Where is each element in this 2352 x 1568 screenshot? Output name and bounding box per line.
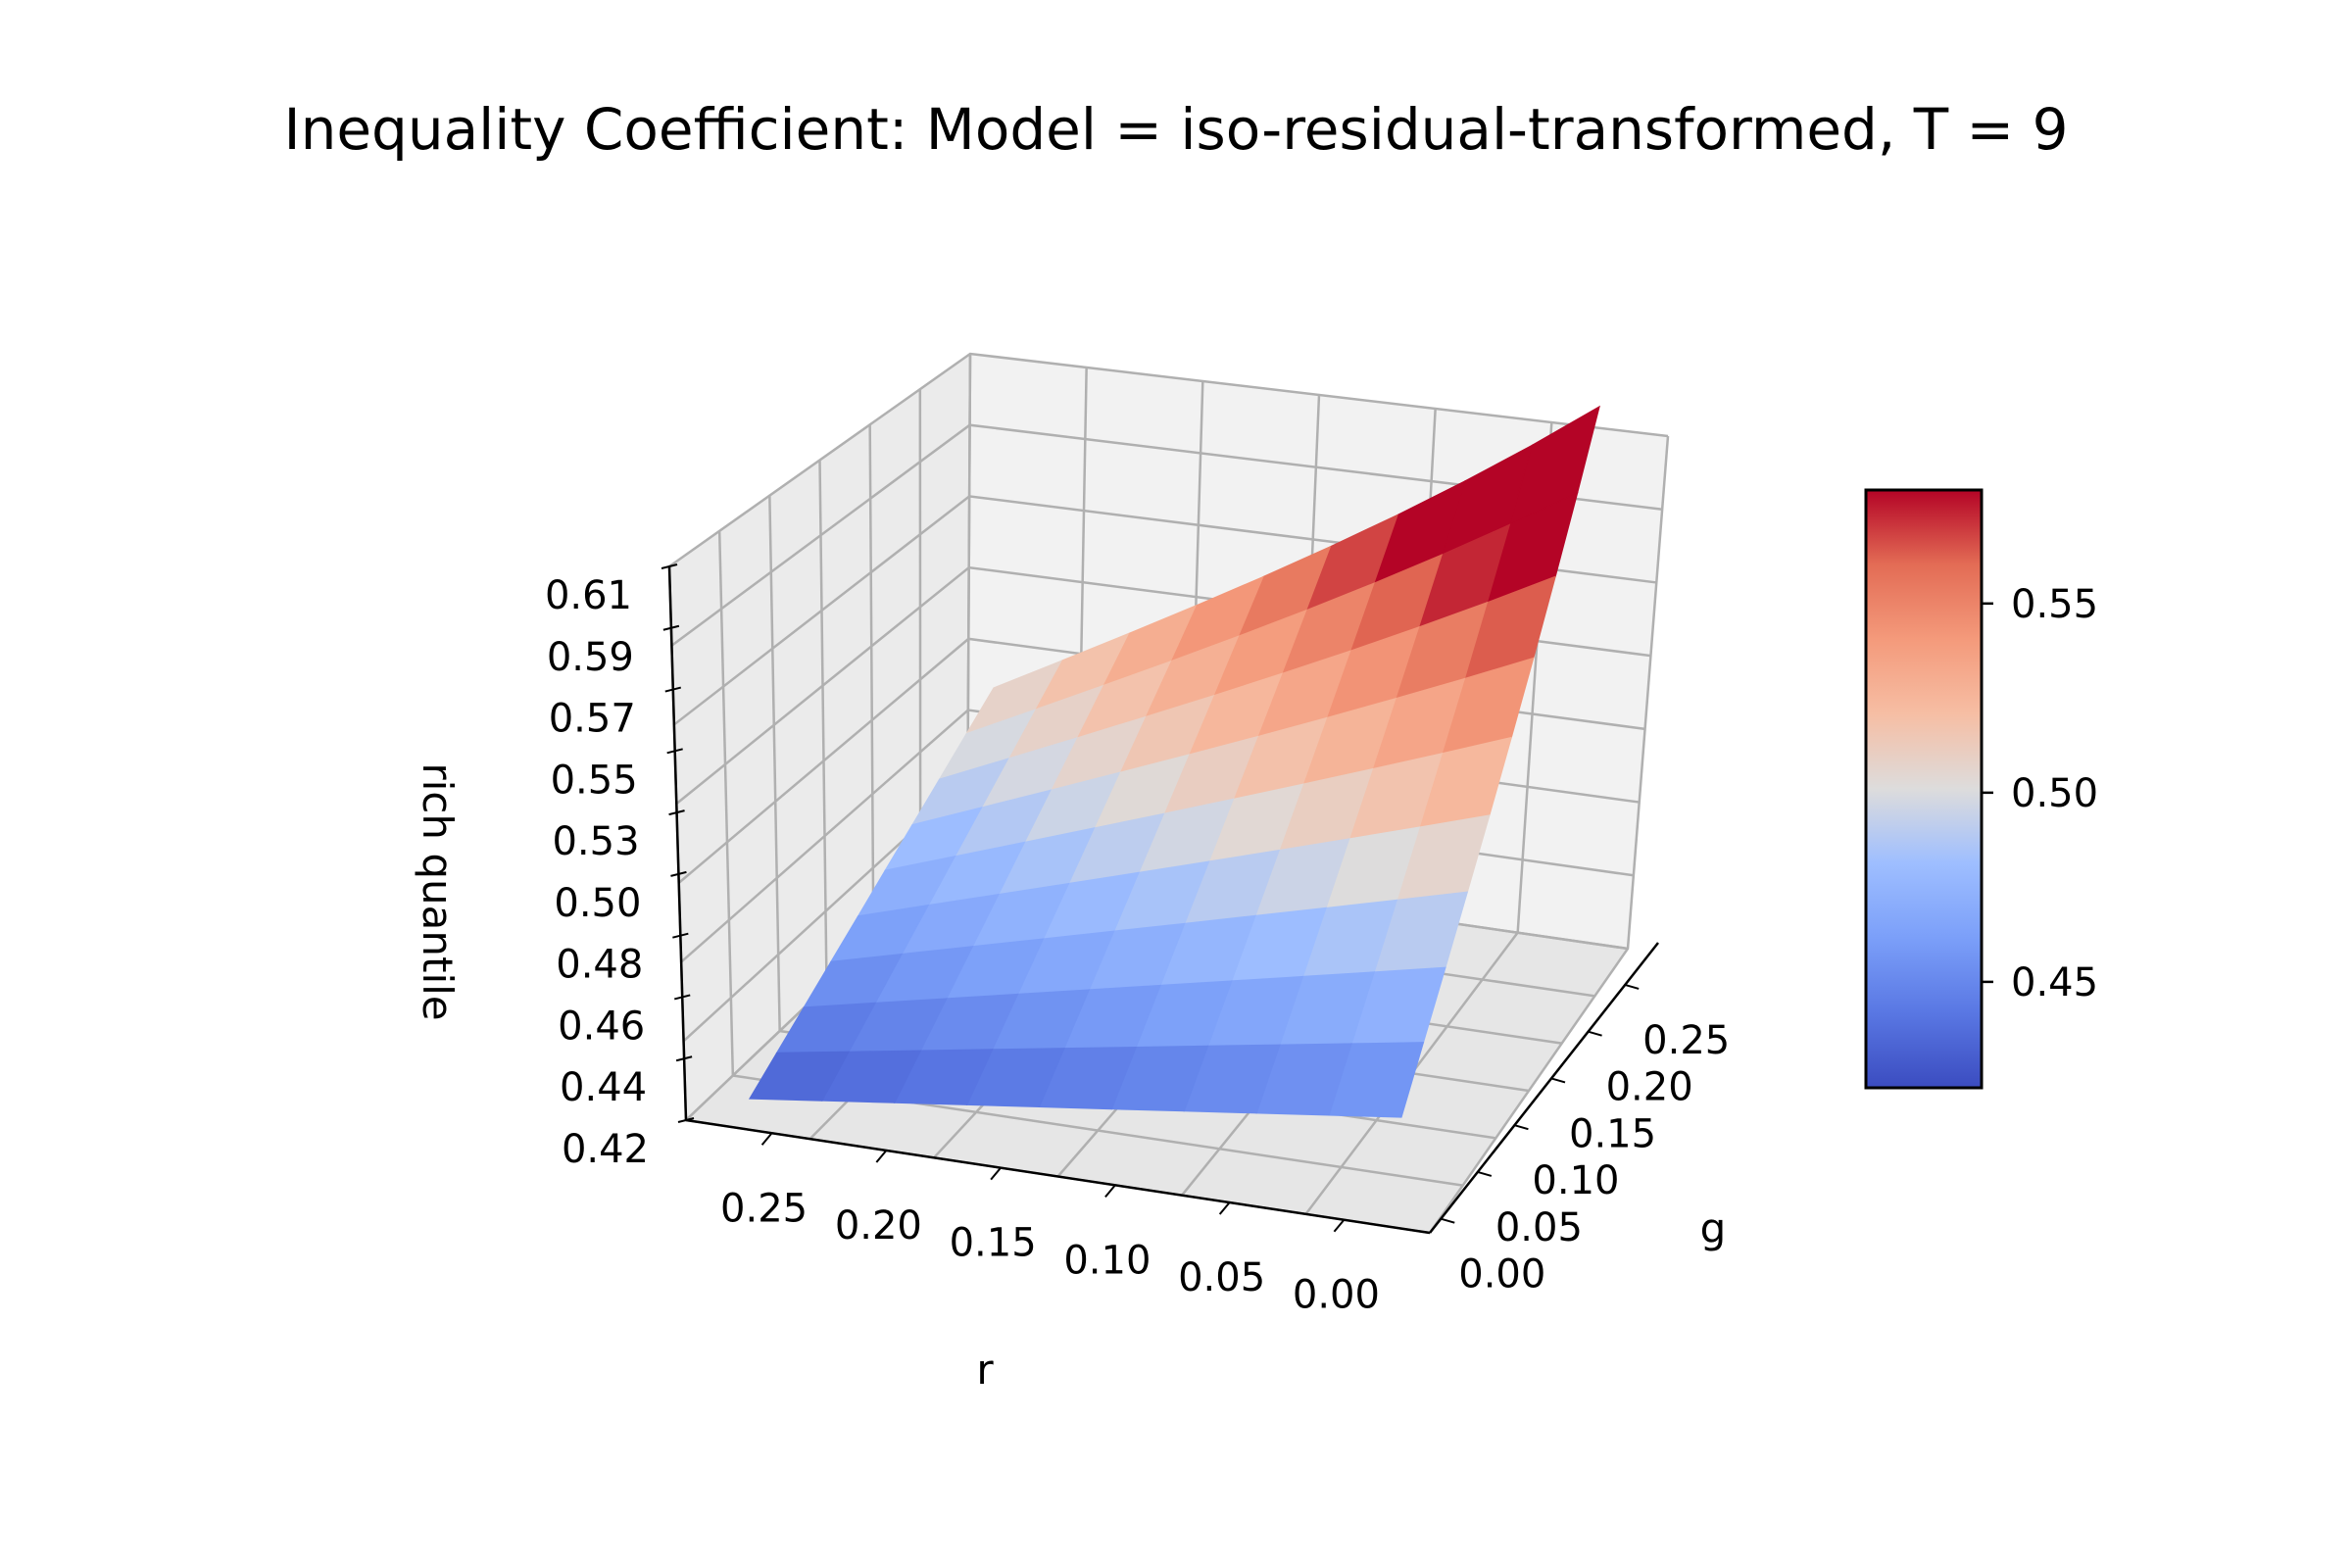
z-tick-mark [661, 564, 678, 569]
x-axis-label: r [976, 1346, 994, 1394]
chart-title: Inequality Coefficient: Model = iso-resi… [283, 96, 2069, 163]
y-tick-mark [1514, 1124, 1529, 1131]
surface-patch [748, 1051, 851, 1102]
z-tick-mark [668, 809, 685, 816]
z-tick-label: 0.42 [562, 1127, 649, 1172]
z-tick-mark [672, 932, 689, 939]
x-tick-mark [875, 1150, 888, 1163]
x-axis-ticks: 0.25 0.20 0.15 0.10 0.05 0.00 [720, 1132, 1380, 1318]
surface [748, 405, 1600, 1118]
x-tick-label: 0.15 [950, 1221, 1037, 1266]
y-axis-label: g [1700, 1204, 1727, 1252]
y-tick-label: 0.20 [1606, 1065, 1693, 1110]
x-tick-mark [1218, 1201, 1231, 1215]
colorbar-tick-label: 0.50 [2011, 771, 2098, 816]
y-tick-label: 0.25 [1642, 1018, 1730, 1063]
x-tick-mark [1104, 1184, 1116, 1198]
z-tick-mark [677, 1117, 695, 1123]
x-axis-line [685, 1118, 1431, 1235]
z-tick-label: 0.57 [549, 697, 636, 742]
colorbar-tick-label: 0.55 [2011, 582, 2098, 627]
y-tick-mark [1550, 1077, 1566, 1084]
x-tick-mark [990, 1167, 1002, 1181]
y-axis-ticks: 0.000.050.100.150.200.25 [1440, 984, 1730, 1298]
left-pane [669, 354, 970, 1120]
z-tick-label: 0.59 [547, 635, 634, 680]
y-tick-label: 0.10 [1532, 1158, 1619, 1203]
z-tick-label: 0.50 [554, 881, 641, 926]
z-tick-label: 0.48 [556, 943, 643, 988]
z-tick-label: 0.61 [545, 573, 632, 618]
y-axis-line [1429, 942, 1659, 1234]
x-tick-label: 0.05 [1178, 1255, 1265, 1300]
z-tick-mark [662, 624, 680, 631]
y-tick-label: 0.00 [1458, 1252, 1545, 1298]
z-tick-mark [666, 748, 683, 755]
z-tick-label: 0.53 [552, 819, 639, 864]
y-tick-mark [1477, 1170, 1493, 1177]
z-tick-mark [675, 1055, 693, 1062]
z-tick-label: 0.55 [551, 758, 638, 803]
y-tick-mark [1588, 1030, 1602, 1037]
x-tick-label: 0.00 [1293, 1273, 1380, 1318]
grid-line [717, 530, 1463, 1187]
x-tick-label: 0.10 [1063, 1238, 1151, 1283]
z-tick-label: 0.44 [560, 1065, 647, 1110]
y-tick-mark [1440, 1217, 1455, 1224]
colorbar [1864, 488, 1984, 1090]
x-tick-label: 0.20 [835, 1203, 922, 1249]
z-tick-label: 0.46 [558, 1004, 645, 1049]
colorbar-ticks: 0.45 0.50 0.55 [1982, 582, 2098, 1005]
x-tick-mark [760, 1132, 773, 1146]
x-tick-label: 0.25 [720, 1186, 808, 1231]
x-tick-mark [1333, 1219, 1346, 1233]
z-tick-mark [670, 870, 687, 877]
z-axis-ticks: 0.42 0.44 0.46 0.48 0.50 0.53 0.55 0.57 0.59 0.61 [545, 564, 695, 1172]
z-tick-mark [673, 994, 691, 1001]
y-tick-label: 0.15 [1569, 1111, 1656, 1156]
z-tick-mark [664, 686, 682, 693]
y-tick-label: 0.05 [1495, 1205, 1583, 1250]
z-axis-label: rich quantile [414, 762, 462, 1020]
colorbar-tick-label: 0.45 [2011, 960, 2098, 1005]
z-axis-line [667, 565, 688, 1121]
y-tick-mark [1624, 984, 1640, 990]
